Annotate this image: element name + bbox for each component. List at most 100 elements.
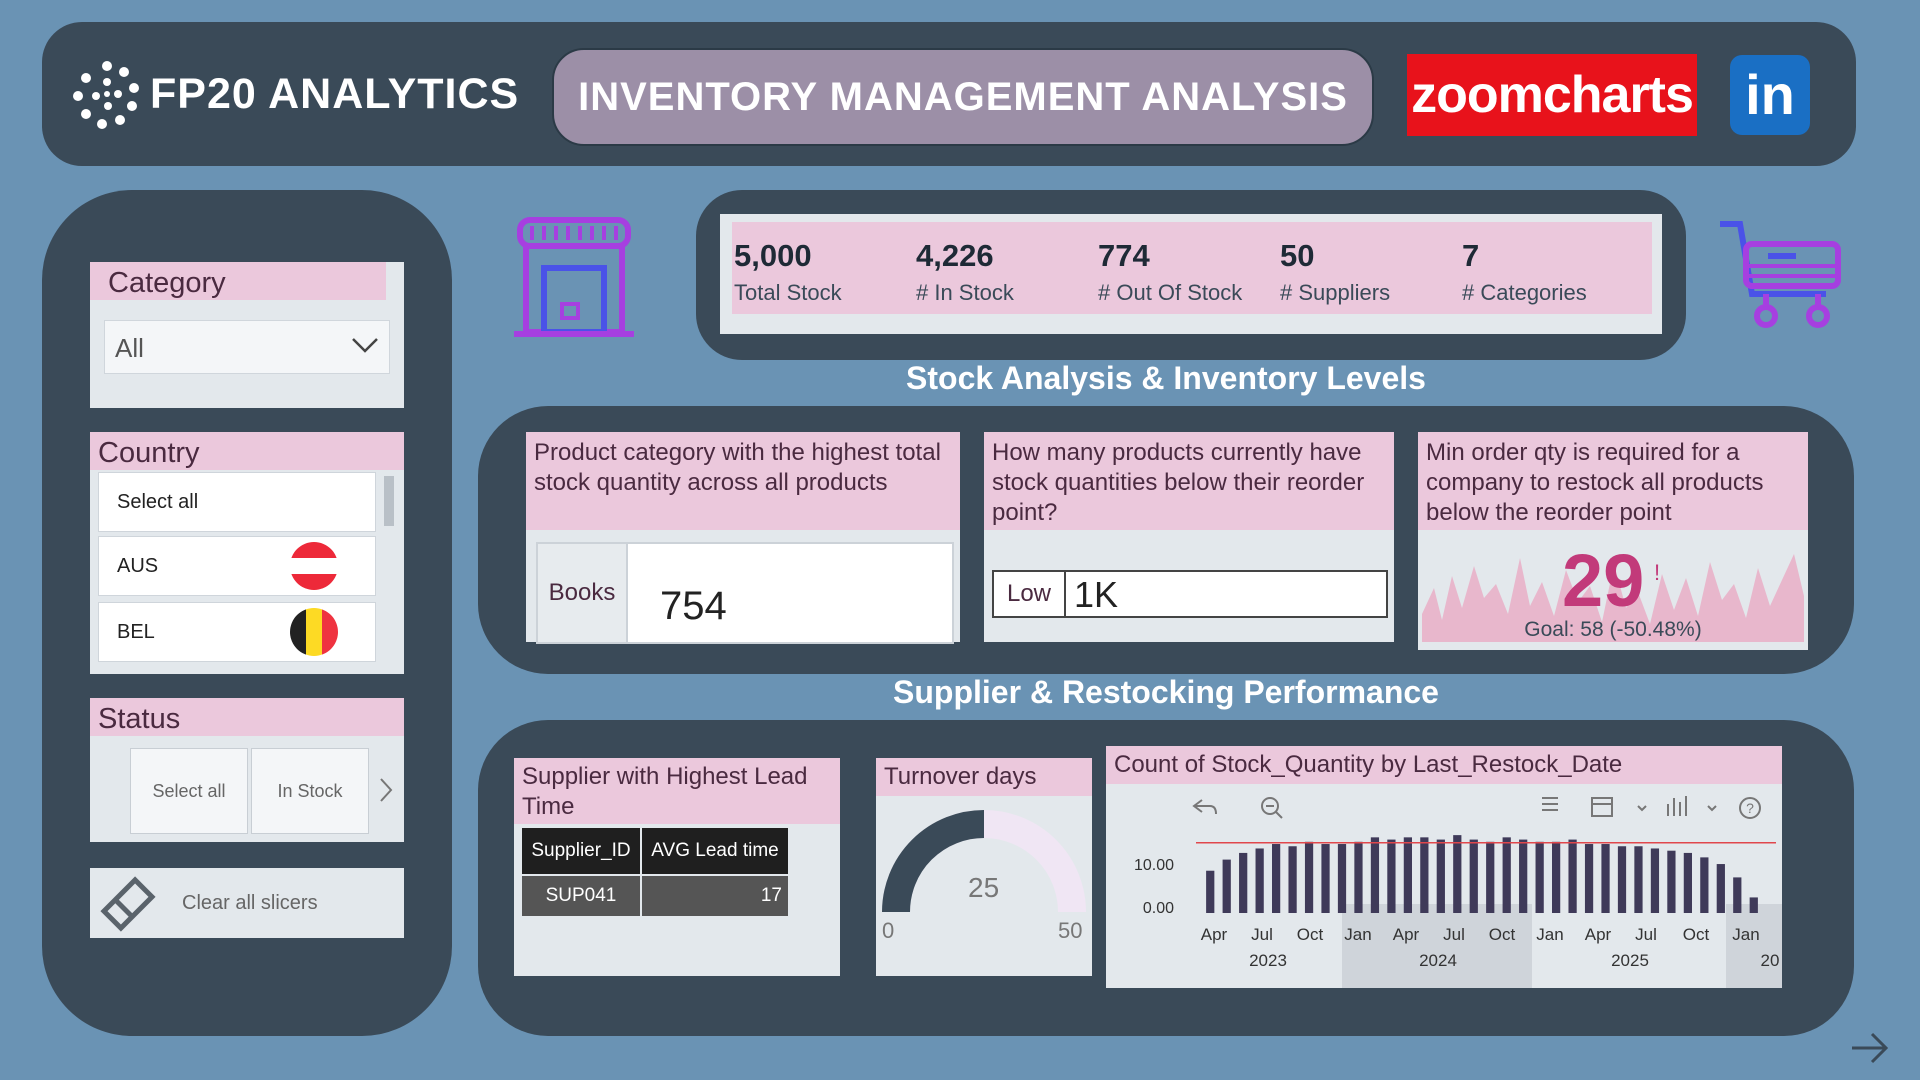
restock-chart-card: Count of Stock_Quantity by Last_Restock_… (1106, 746, 1782, 988)
chart-bar[interactable] (1486, 841, 1495, 913)
kpi-label: # Suppliers (1280, 280, 1391, 305)
chart-bar[interactable] (1519, 839, 1528, 913)
x-month-label: Apr (1585, 925, 1612, 944)
x-month-label: Oct (1489, 925, 1516, 944)
undo-icon[interactable] (1192, 799, 1217, 815)
chart-bar[interactable] (1370, 837, 1380, 913)
table-header: Supplier_ID (522, 828, 640, 874)
chart-bar[interactable] (1288, 846, 1297, 913)
x-year-label: 2023 (1249, 951, 1287, 970)
chevron-right-icon[interactable] (378, 776, 394, 804)
chart-bar[interactable] (1222, 859, 1231, 913)
chart-bar[interactable] (1617, 846, 1627, 913)
chart-bar[interactable] (1453, 835, 1462, 913)
chart-bar[interactable] (1321, 844, 1330, 913)
austria-flag-icon (290, 542, 338, 590)
linkedin-icon[interactable]: in (1730, 55, 1810, 135)
chevron-down-icon[interactable] (1707, 805, 1717, 812)
zoom-out-icon[interactable] (1261, 797, 1283, 819)
country-select-all[interactable]: Select all (98, 472, 376, 532)
kpi-value: 4,226 (916, 238, 994, 273)
clear-all-slicers-button[interactable]: Clear all slicers (90, 868, 404, 938)
chart-bar[interactable] (1387, 839, 1396, 913)
chart-bar[interactable] (1568, 839, 1577, 913)
x-month-label: Jul (1443, 925, 1465, 944)
lead-time-table: Supplier_ID AVG Lead time SUP041 17 (522, 828, 788, 918)
kpi-suppliers: 50 # Suppliers (1280, 238, 1390, 306)
table-cell: 17 (642, 876, 788, 916)
clear-all-slicers-label: Clear all slicers (182, 892, 318, 914)
table-cell: SUP041 (522, 876, 640, 916)
chart-bar[interactable] (1255, 848, 1264, 913)
chart-bar[interactable] (1206, 870, 1215, 913)
chart-bar[interactable] (1436, 839, 1445, 913)
x-month-label: Jul (1251, 925, 1273, 944)
calendar-icon[interactable] (1591, 797, 1613, 817)
chevron-down-icon[interactable] (1637, 805, 1647, 812)
chart-bar[interactable] (1650, 848, 1660, 913)
country-scrollbar[interactable] (384, 476, 394, 526)
chart-bar[interactable] (1354, 841, 1363, 913)
category-dropdown-value: All (115, 333, 144, 363)
chart-bar[interactable] (1239, 852, 1248, 913)
chart-bar[interactable] (1535, 841, 1544, 913)
min-order-value: 29 (1562, 539, 1645, 622)
x-year-label: 2025 (1611, 951, 1649, 970)
help-icon[interactable]: ? (1739, 797, 1761, 819)
kpi-value: 7 (1462, 238, 1480, 273)
top-category-value: 754 (660, 584, 727, 628)
x-month-label: Jan (1732, 925, 1759, 944)
min-order-card: Min order qty is required for a company … (1418, 432, 1808, 650)
restock-bar-chart: 10.00 0.00 Apr Jul Oct Jan Apr Jul Oct J… (1134, 796, 1782, 988)
kpi-value: 774 (1098, 238, 1150, 273)
chart-bar[interactable] (1601, 844, 1610, 913)
x-month-label: Apr (1201, 925, 1228, 944)
shopping-cart-icon (1720, 221, 1841, 328)
chart-bar[interactable] (1716, 864, 1725, 913)
kpi-strip (732, 222, 1652, 314)
gauge-min-label: 0 (882, 918, 895, 943)
kpi-label: # Categories (1462, 280, 1587, 305)
country-item-bel[interactable]: BEL (98, 602, 376, 662)
chart-bar[interactable] (1667, 850, 1676, 913)
chart-bars (1206, 835, 1758, 913)
chart-bar[interactable] (1683, 852, 1692, 913)
kpi-label: # In Stock (916, 280, 1014, 305)
arrow-right-icon[interactable] (1850, 1030, 1890, 1066)
chart-bar[interactable] (1337, 844, 1347, 913)
chart-bar[interactable] (1733, 877, 1742, 913)
min-order-sparkline (1422, 554, 1804, 642)
gauge-max-label: 50 (1058, 918, 1083, 943)
chart-bar[interactable] (1634, 846, 1643, 913)
chart-bar[interactable] (1469, 839, 1478, 913)
chart-bar[interactable] (1700, 857, 1709, 913)
chart-bar[interactable] (1420, 837, 1429, 913)
category-dropdown[interactable]: All (104, 320, 390, 374)
chart-bar[interactable] (1403, 837, 1412, 913)
turnover-title: Turnover days (884, 763, 1037, 790)
country-slicer: Country Select all AUS BEL (90, 432, 404, 674)
list-icon[interactable] (1542, 797, 1558, 811)
country-item-aus[interactable]: AUS (98, 536, 376, 596)
brand-name: FP20 ANALYTICS (150, 70, 520, 118)
lead-time-card: Supplier with Highest Lead Time Supplier… (514, 758, 840, 976)
kpi-total-stock: 5,000 Total Stock (734, 238, 842, 306)
zoomcharts-logo[interactable]: zoomcharts (1407, 54, 1697, 136)
chart-bar[interactable] (1502, 837, 1511, 913)
chart-bar[interactable] (1584, 844, 1594, 913)
kpi-in-stock: 4,226 # In Stock (916, 238, 1014, 306)
min-order-goal: Goal: 58 (-50.48%) (1524, 618, 1702, 641)
chart-bar[interactable] (1304, 841, 1314, 913)
below-reorder-card: How many products currently have stock q… (984, 432, 1394, 642)
kpi-value: 5,000 (734, 238, 812, 273)
min-order-alert-mark: ! (1654, 560, 1661, 585)
status-select-all-button[interactable]: Select all (130, 748, 248, 834)
bar-chart-icon[interactable] (1667, 796, 1687, 816)
section-title-supplier: Supplier & Restocking Performance (893, 674, 1439, 710)
chart-bar[interactable] (1749, 897, 1758, 913)
y-tick-label: 10.00 (1134, 857, 1174, 874)
chart-bar[interactable] (1272, 844, 1281, 913)
chart-bar[interactable] (1552, 841, 1561, 913)
status-in-stock-button[interactable]: In Stock (251, 748, 369, 834)
kpi-value: 50 (1280, 238, 1315, 273)
